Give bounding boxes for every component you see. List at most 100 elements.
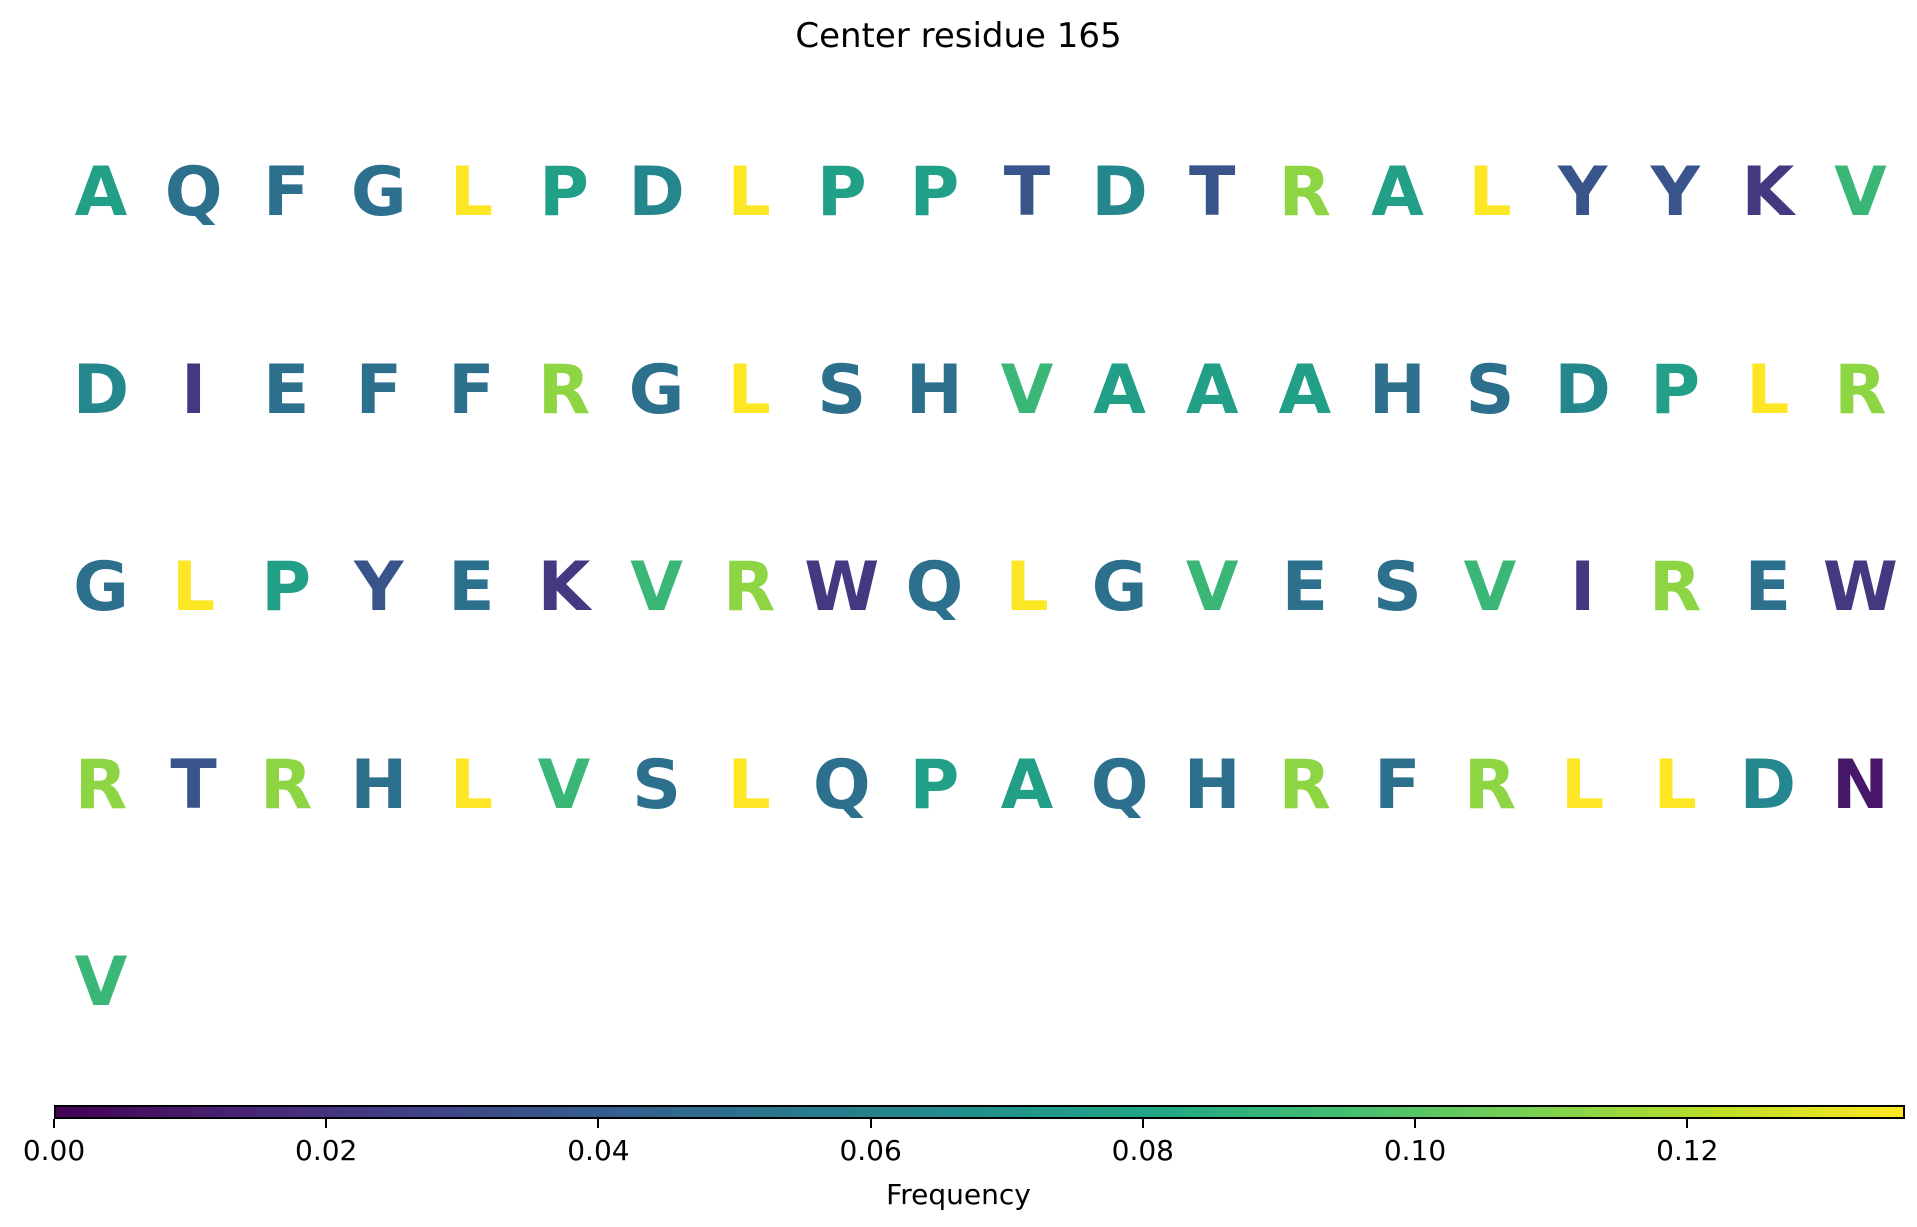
residue-letter: F	[262, 153, 310, 232]
residue-letter: A	[1278, 350, 1332, 430]
colorbar-tick-label: 0.06	[839, 1134, 902, 1167]
residue-letter: G	[1091, 548, 1148, 627]
residue-letter: N	[1831, 745, 1889, 825]
residue-letter: Q	[1090, 745, 1149, 825]
residue-letter: L	[449, 153, 494, 232]
residue-letter: R	[1834, 350, 1887, 430]
residue-letter: S	[632, 745, 682, 825]
residue-letter: L	[1005, 548, 1049, 627]
residue-letter: S	[1465, 350, 1515, 430]
residue-letter: Y	[354, 548, 404, 627]
residue-letter: L	[727, 153, 771, 232]
colorbar-tick-label: 0.12	[1656, 1134, 1719, 1167]
residue-letter: R	[1649, 548, 1702, 627]
residue-letter: E	[448, 548, 495, 627]
chart-title: Center residue 165	[795, 16, 1122, 56]
colorbar-tick-label: 0.10	[1383, 1134, 1447, 1167]
residue-letter: I	[180, 350, 207, 430]
colorbar-tick-mark	[325, 1119, 328, 1128]
residue-letter: W	[1822, 548, 1898, 627]
colorbar-tick-label: 0.00	[22, 1134, 86, 1167]
colorbar-tick-label: 0.02	[295, 1134, 358, 1167]
residue-letter: G	[73, 548, 129, 627]
residue-letter: H	[350, 745, 408, 825]
residue-letter: Y	[1557, 153, 1608, 232]
residue-letter: D	[1091, 153, 1148, 232]
colorbar-tick-label: 0.08	[1111, 1134, 1174, 1167]
residue-letter: V	[630, 548, 683, 627]
residue-letter: D	[1739, 745, 1797, 825]
residue-letter: R	[537, 350, 591, 430]
residue-letter: T	[1003, 153, 1051, 232]
residue-letter: L	[1468, 153, 1512, 232]
residue-letter: P	[539, 153, 589, 232]
colorbar-tick-mark	[53, 1119, 55, 1128]
residue-letter: A	[1371, 153, 1424, 232]
residue-letter: V	[1185, 548, 1239, 627]
residue-letter: A	[74, 153, 128, 232]
residue-letter: L	[727, 350, 771, 430]
residue-letter: V	[1463, 548, 1517, 627]
residue-letter: F	[1374, 745, 1421, 825]
residue-letter: V	[537, 745, 591, 825]
residue-letter: D	[72, 350, 130, 430]
colorbar-label: Frequency	[886, 1178, 1031, 1211]
residue-letter: R	[1278, 745, 1331, 825]
residue-letter: L	[727, 745, 771, 825]
residue-letter: T	[170, 745, 217, 825]
residue-letter: R	[260, 745, 313, 825]
residue-letter: W	[804, 548, 880, 627]
residue-letter: K	[537, 548, 591, 627]
residue-letter: Q	[905, 548, 964, 627]
residue-letter: D	[1554, 350, 1611, 430]
colorbar	[54, 1105, 1905, 1119]
residue-letter: L	[1746, 350, 1790, 430]
residue-letter: P	[909, 745, 960, 825]
colorbar-tick-mark	[1414, 1119, 1417, 1128]
residue-letter: Q	[164, 153, 223, 232]
residue-letter: L	[1560, 745, 1605, 825]
colorbar-tick-mark	[1141, 1119, 1144, 1128]
residue-letter: A	[1093, 350, 1146, 430]
colorbar-tick-mark	[1686, 1119, 1689, 1128]
residue-letter: F	[355, 350, 403, 430]
residue-letter: R	[1278, 153, 1331, 232]
residue-letter: G	[628, 350, 685, 430]
residue-letter: A	[1000, 745, 1054, 825]
residue-letter: V	[74, 943, 128, 1022]
residue-letter: P	[261, 548, 312, 627]
residue-letter: S	[1372, 548, 1422, 627]
residue-letter: D	[628, 153, 685, 232]
residue-letter: P	[909, 153, 960, 232]
residue-letter: G	[350, 153, 407, 232]
residue-letter: L	[171, 548, 216, 627]
colorbar-tick-label: 0.04	[567, 1134, 630, 1167]
residue-letter: F	[448, 350, 495, 430]
residue-letter: H	[905, 350, 963, 430]
residue-letter: I	[1569, 548, 1596, 627]
residue-letter: K	[1741, 153, 1795, 232]
colorbar-tick-mark	[597, 1119, 600, 1128]
residue-letter: V	[1834, 153, 1887, 232]
residue-letter: P	[1650, 350, 1701, 430]
residue-letter: E	[1744, 548, 1792, 627]
residue-letter: R	[74, 745, 128, 825]
residue-letter: E	[262, 350, 310, 430]
residue-letter: R	[723, 548, 776, 627]
residue-letter: L	[1653, 745, 1697, 825]
residue-letter: P	[816, 153, 867, 232]
residue-letter: Q	[812, 745, 871, 825]
residue-letter: R	[1463, 745, 1517, 825]
residue-letter: A	[1185, 350, 1239, 430]
residue-letter: T	[1188, 153, 1236, 232]
residue-letter: V	[1000, 350, 1054, 430]
residue-letter: L	[449, 745, 494, 825]
residue-letter: H	[1183, 745, 1241, 825]
residue-letter: S	[817, 350, 867, 430]
residue-letter: Y	[1650, 153, 1700, 232]
residue-letter: H	[1368, 350, 1426, 430]
residue-letter: E	[1281, 548, 1329, 627]
colorbar-gradient	[54, 1105, 1905, 1119]
colorbar-tick-mark	[869, 1119, 872, 1128]
